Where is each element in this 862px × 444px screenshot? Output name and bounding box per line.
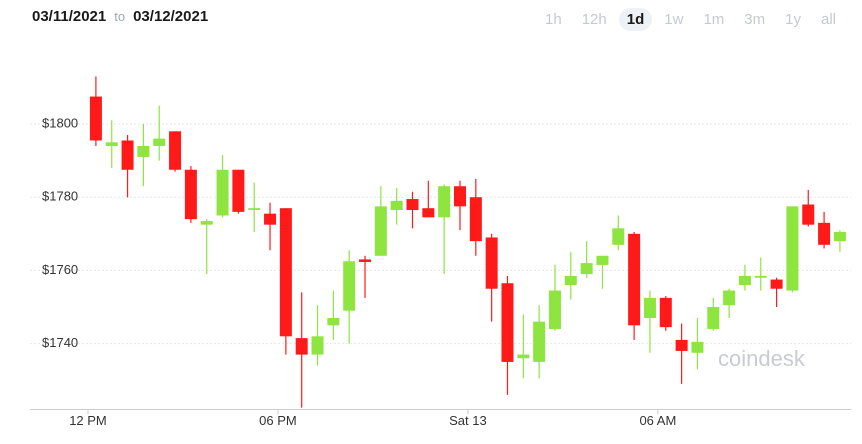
x-tick-label: Sat 13 (449, 413, 487, 428)
range-button[interactable]: 1h (545, 11, 562, 28)
candle-body (327, 317, 340, 326)
to-word: to (114, 9, 126, 24)
candle-body (564, 275, 577, 286)
from-date: 03/11/2021 (32, 8, 107, 25)
candle-body (390, 200, 403, 211)
candle-body (169, 131, 182, 170)
candle-body (833, 231, 846, 242)
candle-body (184, 169, 197, 220)
candle-body (643, 297, 656, 318)
candle-body (533, 321, 546, 362)
candle-body (200, 220, 213, 225)
y-tick-label: $1800 (42, 115, 78, 130)
candle-body (105, 142, 118, 146)
candle-body (659, 297, 672, 328)
range-selector: 1h 12h 1d 1w 1m 3m 1y all (537, 8, 844, 31)
candle-body (248, 208, 261, 211)
to-date: 03/12/2021 (133, 8, 209, 25)
candle-body (264, 213, 277, 225)
candle-body (770, 279, 783, 289)
candle-body (406, 199, 419, 211)
candle-body (596, 255, 609, 265)
candle-body (786, 206, 799, 291)
range-button[interactable]: 12h (581, 11, 607, 28)
candle-body (612, 228, 625, 245)
candle-body (453, 186, 466, 207)
candle-body (485, 237, 498, 289)
candle-body (691, 341, 704, 353)
x-tick-label: 06 AM (639, 413, 676, 428)
range-button[interactable]: 1m (703, 11, 725, 28)
candle-body (422, 208, 435, 218)
candle-body (675, 339, 688, 351)
y-tick-label: $1760 (42, 262, 78, 277)
candle-body (343, 261, 356, 311)
candle-body (89, 96, 102, 141)
candle-body (580, 263, 593, 275)
range-button[interactable]: 1d (618, 8, 653, 31)
candle-body (153, 138, 166, 146)
candle-body (501, 283, 514, 362)
candle-body (311, 336, 324, 355)
range-button[interactable]: all (820, 11, 836, 28)
range-button[interactable]: 1y (785, 11, 801, 28)
candle-body (754, 275, 767, 278)
candle-body (216, 169, 229, 216)
candle-body (232, 169, 245, 212)
candle-body (707, 307, 720, 329)
x-tick-label: 12 PM (69, 413, 107, 428)
candle-body (438, 186, 451, 218)
y-tick-label: $1740 (42, 335, 78, 350)
candle-body (121, 140, 134, 170)
candle-body (548, 290, 561, 329)
range-button[interactable]: 3m (744, 11, 766, 28)
candle-body (137, 145, 150, 157)
candle-body (469, 197, 482, 242)
candle-body (628, 233, 641, 326)
date-range: 03/11/2021 to 03/12/2021 (32, 8, 208, 25)
candle-body (374, 206, 387, 256)
candle-body (295, 338, 308, 355)
candle-body (279, 208, 292, 337)
x-tick-label: 06 PM (259, 413, 297, 428)
candle-body (723, 290, 736, 306)
watermark: coindesk (718, 346, 806, 371)
y-tick-label: $1780 (42, 189, 78, 204)
range-button[interactable]: 1w (664, 11, 684, 28)
candle-body (818, 222, 831, 245)
candle-body (802, 204, 815, 225)
candle-body (517, 354, 530, 359)
candle-body (359, 259, 372, 262)
candle-body (738, 275, 751, 286)
